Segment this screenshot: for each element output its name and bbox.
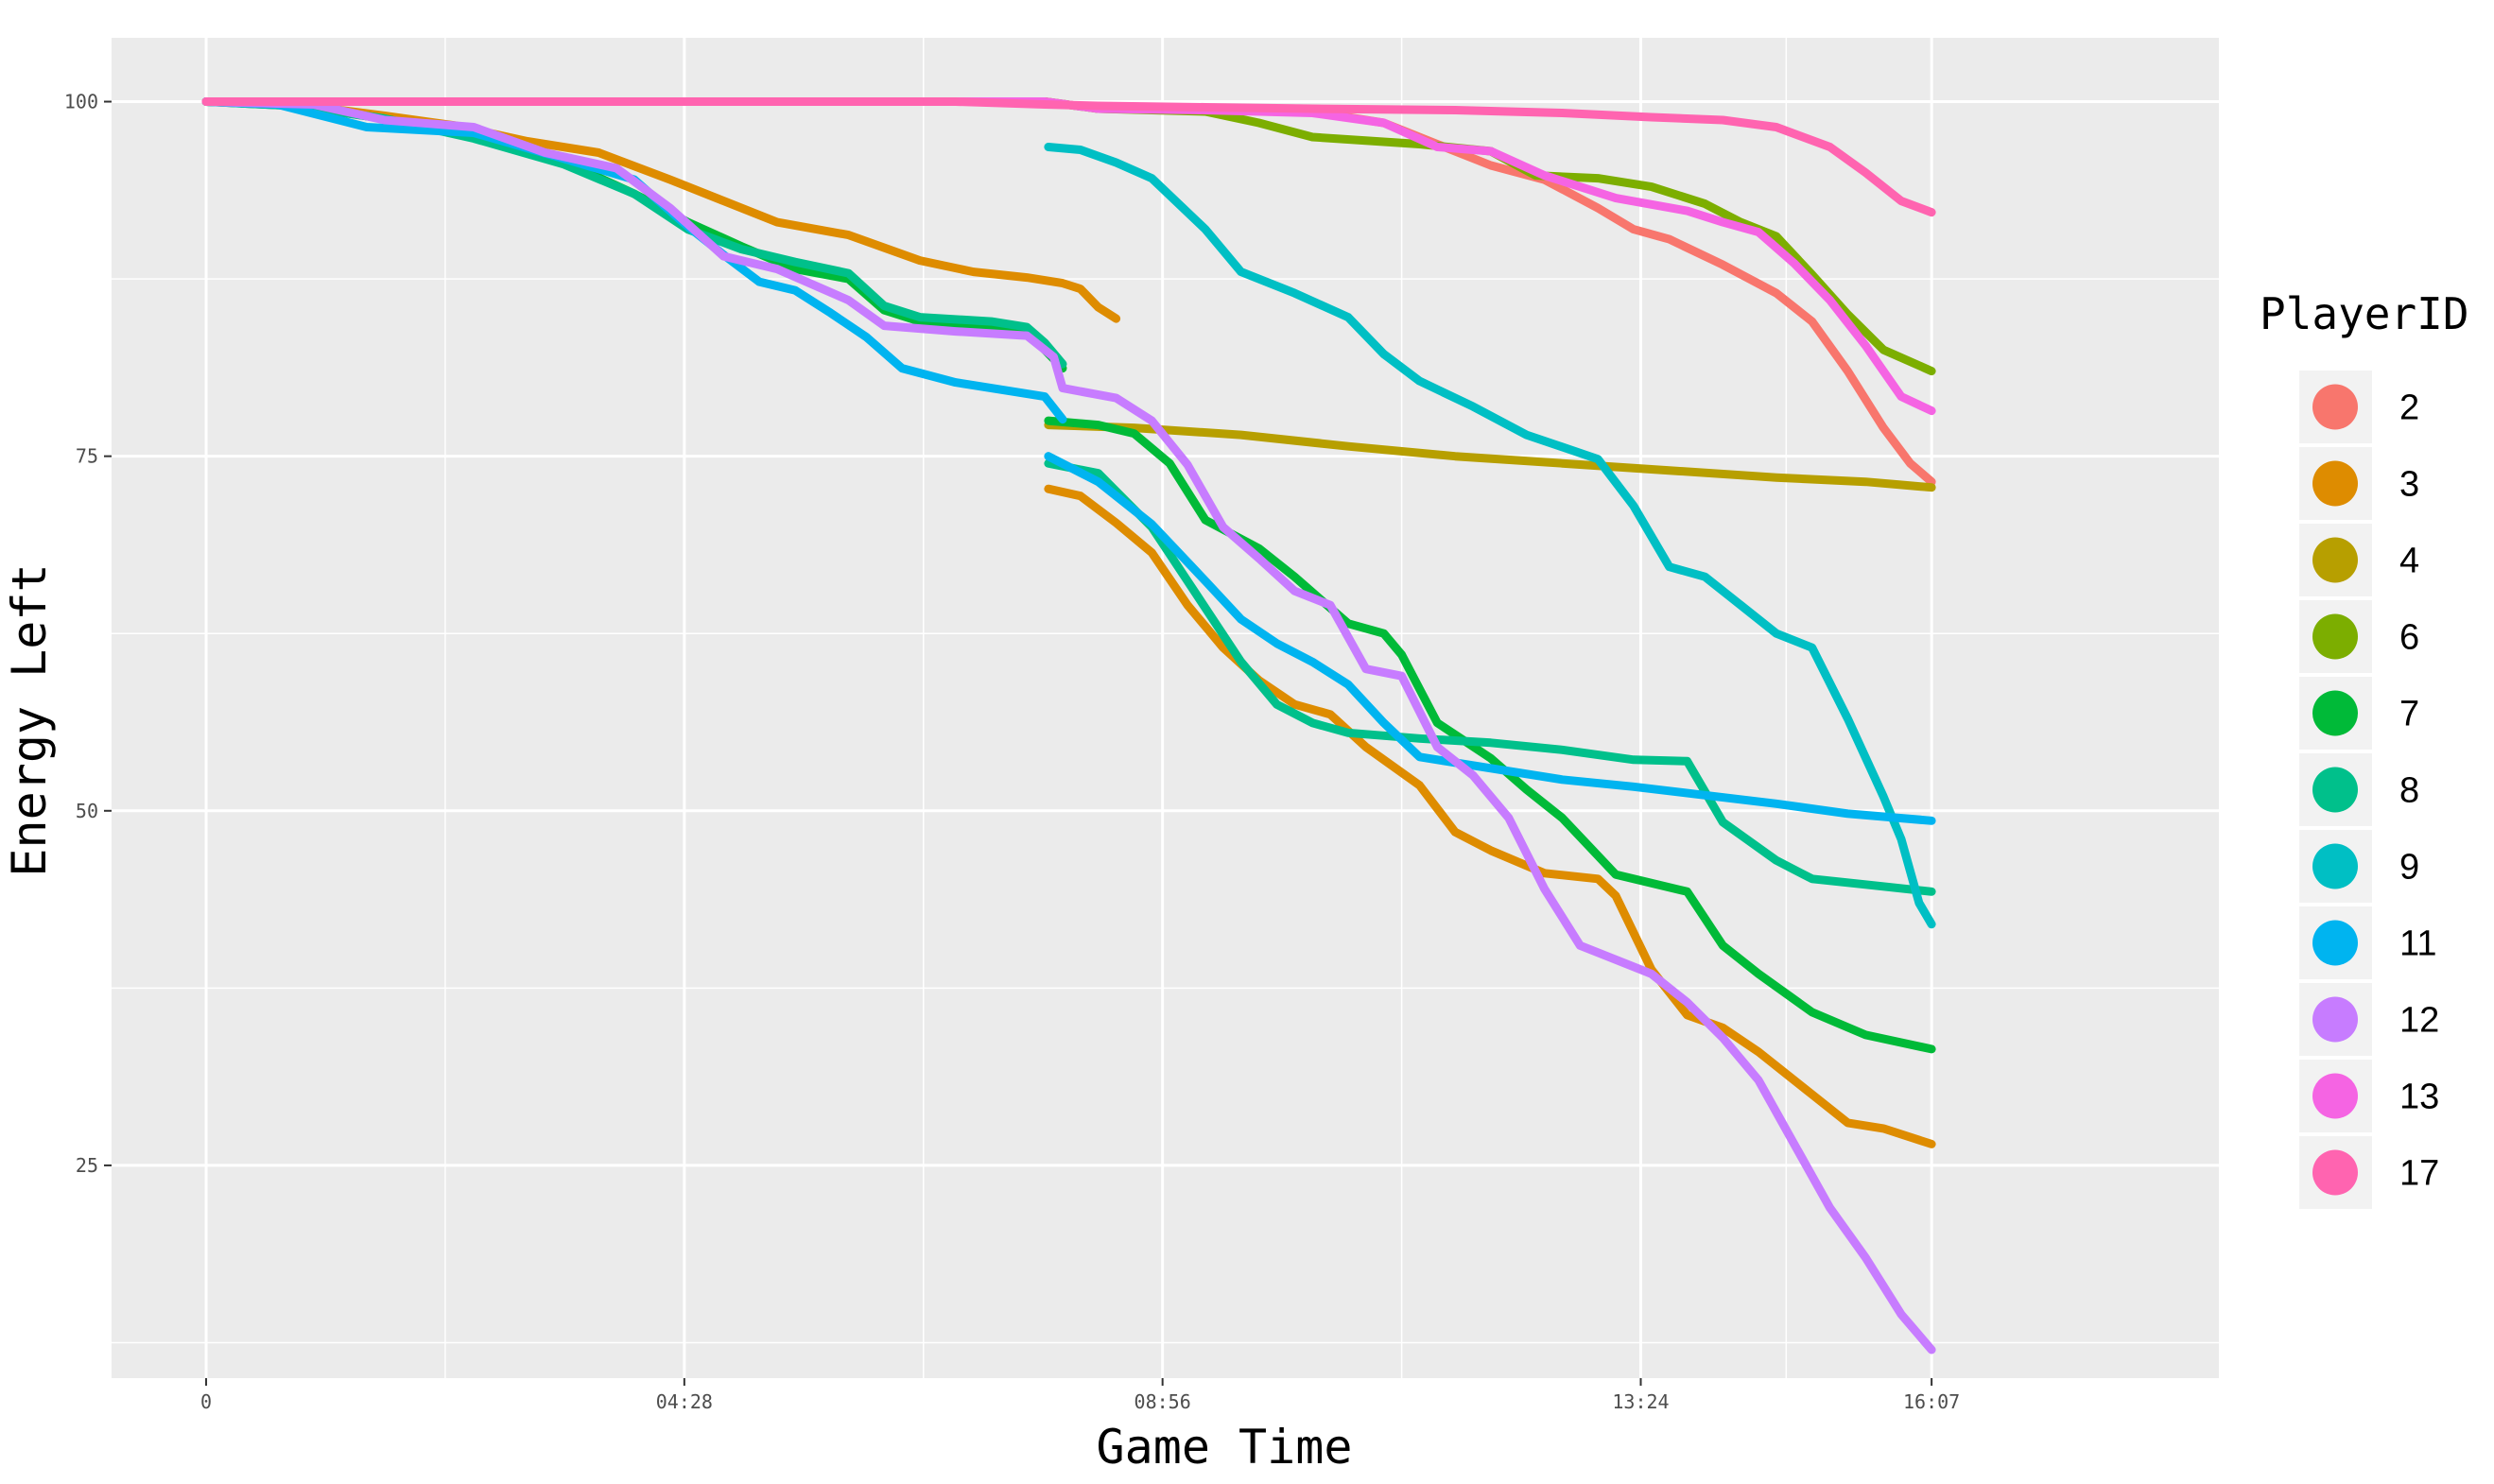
legend-key-player-6 (2312, 613, 2358, 660)
y-axis-ticks: 25 50 75 100 (64, 91, 112, 1177)
legend-label: 6 (2399, 618, 2419, 658)
legend-label: 12 (2399, 1001, 2439, 1041)
legend-label: 9 (2399, 848, 2419, 888)
x-tick-label: 04:28 (656, 1390, 713, 1413)
x-tick-label: 13:24 (1612, 1390, 1669, 1413)
y-axis-title: Energy Left (2, 563, 57, 876)
legend-label: 11 (2399, 924, 2436, 964)
legend-label: 17 (2399, 1154, 2439, 1194)
y-tick-label: 75 (76, 445, 98, 468)
legend-label: 7 (2399, 695, 2419, 734)
legend: 2 3 4 6 7 8 9 11 12 13 17 (2299, 371, 2439, 1209)
series-line-player-9 (1044, 143, 1936, 929)
x-tick-label: 0 (200, 1390, 212, 1413)
series-line-player-11 (201, 97, 1936, 825)
legend-key-player-3 (2312, 460, 2358, 507)
legend-key-player-8 (2312, 767, 2358, 813)
legend-label: 2 (2399, 388, 2419, 428)
legend-key-player-4 (2312, 537, 2358, 583)
legend-title: PlayerID (2260, 288, 2469, 339)
y-tick-label: 50 (76, 800, 98, 822)
legend-label: 8 (2399, 771, 2419, 811)
panel-background (112, 38, 2219, 1378)
series-line-player-17 (201, 97, 1936, 217)
legend-key-player-11 (2312, 920, 2358, 966)
x-tick-label: 16:07 (1903, 1390, 1960, 1413)
x-axis-ticks: 0 04:28 08:56 13:24 16:07 (200, 1378, 1960, 1413)
legend-key-player-17 (2312, 1149, 2358, 1196)
legend-key-player-13 (2312, 1073, 2358, 1119)
legend-key-player-12 (2312, 996, 2358, 1043)
series-layer (201, 97, 1936, 1355)
x-tick-label: 08:56 (1134, 1390, 1191, 1413)
x-axis-title: Game Time (1097, 1420, 1353, 1475)
y-tick-label: 25 (76, 1154, 98, 1177)
legend-label: 13 (2399, 1078, 2439, 1117)
y-tick-label: 100 (64, 91, 98, 113)
legend-key-player-9 (2312, 843, 2358, 889)
legend-label: 4 (2399, 542, 2419, 581)
legend-label: 3 (2399, 465, 2419, 505)
legend-key-player-2 (2312, 384, 2358, 430)
series-line-player-12 (201, 97, 1936, 1355)
legend-key-player-7 (2312, 690, 2358, 736)
series-line-player-4 (1044, 421, 1936, 492)
